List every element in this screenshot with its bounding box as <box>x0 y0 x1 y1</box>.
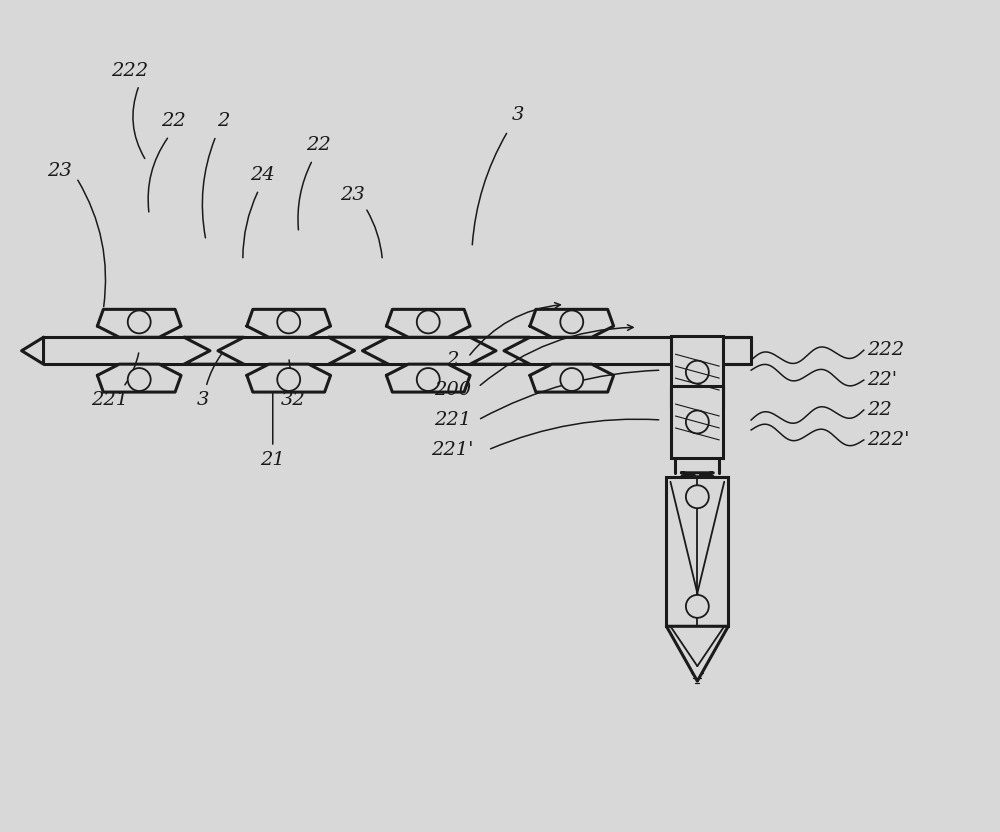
Polygon shape <box>386 364 470 392</box>
Circle shape <box>277 368 300 391</box>
Circle shape <box>686 361 709 384</box>
Text: 22: 22 <box>161 112 185 130</box>
Polygon shape <box>22 337 44 364</box>
Polygon shape <box>530 310 614 337</box>
Polygon shape <box>97 310 181 337</box>
Circle shape <box>560 368 583 391</box>
Text: 200: 200 <box>434 381 471 399</box>
Text: 22': 22' <box>867 371 897 389</box>
Polygon shape <box>470 337 530 364</box>
Circle shape <box>128 368 151 391</box>
Text: 23: 23 <box>340 186 365 204</box>
Text: 21: 21 <box>260 451 285 469</box>
Bar <box>671 386 723 458</box>
Text: 22: 22 <box>867 401 892 419</box>
Polygon shape <box>386 310 470 337</box>
Circle shape <box>686 595 709 618</box>
Polygon shape <box>247 364 331 392</box>
Text: 221': 221' <box>431 441 473 459</box>
Polygon shape <box>97 364 181 392</box>
Text: 221: 221 <box>91 391 128 409</box>
Text: 222: 222 <box>111 62 148 80</box>
Text: 221: 221 <box>434 411 471 429</box>
Text: 23: 23 <box>47 161 72 180</box>
Polygon shape <box>666 626 728 681</box>
Polygon shape <box>329 337 388 364</box>
Circle shape <box>560 310 583 334</box>
Circle shape <box>128 310 151 334</box>
Circle shape <box>417 310 440 334</box>
Text: 3: 3 <box>512 106 524 124</box>
Text: 222: 222 <box>867 341 904 359</box>
Text: 2: 2 <box>446 351 458 369</box>
Circle shape <box>277 310 300 334</box>
Polygon shape <box>184 337 244 364</box>
Text: 222': 222' <box>867 431 909 449</box>
Text: 32: 32 <box>280 391 305 409</box>
Polygon shape <box>681 473 713 477</box>
Polygon shape <box>530 364 614 392</box>
Circle shape <box>417 368 440 391</box>
Text: 3: 3 <box>197 391 209 409</box>
Bar <box>666 477 728 626</box>
Text: 24: 24 <box>250 166 275 184</box>
Bar <box>671 336 723 408</box>
Circle shape <box>686 410 709 433</box>
Text: 2: 2 <box>217 112 229 130</box>
Circle shape <box>686 485 709 508</box>
Text: 22: 22 <box>306 136 331 154</box>
Polygon shape <box>247 310 331 337</box>
